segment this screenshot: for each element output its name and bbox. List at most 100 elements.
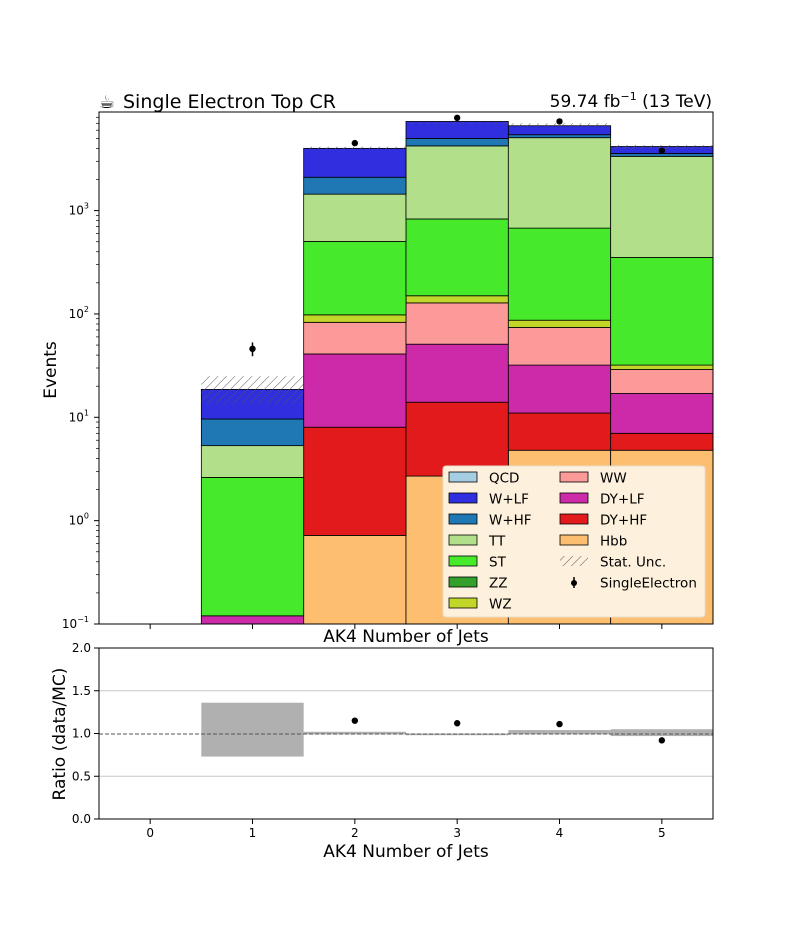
legend-label-hbb: Hbb bbox=[600, 534, 627, 550]
bar-tt-3 bbox=[405, 145, 509, 220]
bar-w-lf-2 bbox=[303, 147, 407, 178]
bar-dy-hf-3 bbox=[405, 401, 509, 477]
ratio-band-5 bbox=[610, 729, 713, 737]
bar-st-4 bbox=[507, 227, 612, 321]
data-points bbox=[249, 114, 666, 357]
chart-title: Single Electron Top CR bbox=[123, 91, 336, 113]
lumi-label: 59.74 fb−1 (13 TeV) bbox=[550, 90, 712, 112]
legend-label-wz: WZ bbox=[489, 597, 512, 613]
ratio-y-tick-label: 1.5 bbox=[72, 684, 91, 698]
data-point-3 bbox=[453, 114, 461, 122]
ratio-band-2 bbox=[303, 731, 406, 735]
bar-dy-lf-3 bbox=[405, 343, 509, 403]
bar-st-5 bbox=[610, 257, 714, 366]
ratio-unc-band bbox=[201, 702, 713, 757]
legend-swatch-qcd bbox=[448, 471, 478, 483]
legend-swatch-zz bbox=[448, 576, 478, 588]
bar-ww-4 bbox=[507, 327, 612, 366]
bar-hbb-2 bbox=[303, 534, 407, 625]
legend-marker-singleelectron bbox=[571, 580, 577, 586]
legend-swatch-w-lf bbox=[448, 492, 478, 504]
ratio-y-axis-label: Ratio (data/MC) bbox=[50, 668, 70, 801]
y-tick-label: 101 bbox=[69, 408, 89, 424]
legend-label-dy-lf: DY+LF bbox=[600, 492, 645, 508]
data-point-1 bbox=[249, 345, 256, 353]
stat-unc-5 bbox=[610, 145, 713, 149]
ratio-point-4 bbox=[556, 720, 563, 728]
ratio-band-3 bbox=[406, 733, 509, 736]
ratio-x-tick-label: 5 bbox=[658, 826, 666, 840]
bar-tt-4 bbox=[507, 137, 612, 229]
y-tick-label: 102 bbox=[69, 305, 89, 321]
bar-ww-2 bbox=[303, 321, 407, 355]
main-x-ticks bbox=[149, 624, 663, 629]
bar-w-hf-1 bbox=[200, 418, 305, 447]
legend-label-zz: ZZ bbox=[489, 576, 508, 592]
ratio-x-tick-label: 1 bbox=[249, 826, 257, 840]
bar-dy-lf-1 bbox=[200, 615, 305, 625]
lumi-value: 59.74 fb bbox=[550, 92, 621, 112]
y-tick-label: 103 bbox=[69, 202, 89, 218]
ratio-x-tick-label: 0 bbox=[146, 826, 154, 840]
bar-dy-hf-2 bbox=[303, 426, 407, 536]
legend-swatch-wz bbox=[448, 597, 478, 609]
ratio-point-3 bbox=[453, 720, 461, 727]
legend-swatch-ww bbox=[559, 471, 589, 483]
bar-dy-lf-2 bbox=[303, 353, 407, 428]
bar-st-1 bbox=[200, 477, 305, 617]
bar-ww-5 bbox=[610, 369, 714, 394]
legend-label-qcd: QCD bbox=[489, 471, 519, 487]
bar-tt-5 bbox=[610, 155, 714, 258]
bar-w-hf-3 bbox=[405, 138, 509, 147]
ratio-point-5 bbox=[658, 737, 666, 744]
ratio-y-tick-label: 1.0 bbox=[72, 727, 91, 741]
data-point-5 bbox=[658, 147, 666, 154]
ratio-x-axis-label: AK4 Number of Jets bbox=[323, 842, 489, 862]
bar-w-hf-2 bbox=[303, 176, 407, 195]
legend-swatch-w-hf bbox=[448, 513, 478, 525]
bar-wz-3 bbox=[405, 295, 509, 304]
legend-label-dy-hf: DY+HF bbox=[600, 513, 647, 529]
bar-dy-hf-5 bbox=[610, 432, 714, 451]
legend-label-ww: WW bbox=[600, 471, 627, 487]
ratio-band-1 bbox=[201, 702, 304, 757]
bar-ww-3 bbox=[405, 302, 509, 345]
bar-w-lf-4 bbox=[507, 125, 612, 136]
bar-st-3 bbox=[405, 218, 509, 297]
energy-label: (13 TeV) bbox=[642, 92, 712, 112]
stat-unc-4 bbox=[508, 123, 611, 127]
legend-label-singleelectron: SingleElectron bbox=[600, 576, 697, 592]
data-point-4 bbox=[556, 118, 563, 125]
data-point-2 bbox=[351, 139, 359, 147]
legend-label-tt: TT bbox=[488, 534, 506, 550]
coffee-cup-icon: ☕ bbox=[99, 92, 115, 113]
bar-wz-5 bbox=[610, 364, 714, 370]
ratio-point-2 bbox=[351, 717, 359, 724]
bar-w-hf-5 bbox=[610, 153, 714, 157]
legend-swatch-dy-lf bbox=[559, 492, 589, 504]
lumi-exponent: −1 bbox=[620, 90, 636, 103]
stat-unc-1 bbox=[201, 376, 304, 404]
legend-swatch-hbb bbox=[559, 534, 589, 546]
ratio-y-ticks: 0.0 0.5 1.0 1.5 2.0 bbox=[72, 641, 99, 826]
main-y-axis-label: Events bbox=[41, 341, 61, 399]
y-tick-label: 10−1 bbox=[62, 615, 89, 631]
bar-dy-lf-4 bbox=[507, 364, 612, 414]
bar-dy-hf-4 bbox=[507, 412, 612, 451]
bar-wz-4 bbox=[507, 319, 612, 328]
stat-unc-2 bbox=[303, 146, 406, 149]
bar-w-hf-4 bbox=[507, 134, 612, 139]
ratio-band-4 bbox=[508, 730, 611, 735]
bar-tt-2 bbox=[303, 193, 407, 242]
ratio-points bbox=[351, 717, 666, 744]
ratio-y-tick-label: 0.5 bbox=[72, 769, 91, 783]
legend-label-w-hf: W+HF bbox=[489, 513, 532, 529]
legend: QCD W+LF W+HF TT ST ZZ WZ WW DY+LF DY+HF Hbb Stat. … bbox=[442, 465, 706, 618]
main-y-ticks: 10−1 100 101 102 103 bbox=[62, 116, 99, 631]
ratio-x-tick-label: 4 bbox=[556, 826, 564, 840]
legend-swatch-tt bbox=[448, 534, 478, 546]
bar-wz-2 bbox=[303, 314, 407, 323]
ratio-x-tick-label: 3 bbox=[453, 826, 461, 840]
legend-swatch-dy-hf bbox=[559, 513, 589, 525]
